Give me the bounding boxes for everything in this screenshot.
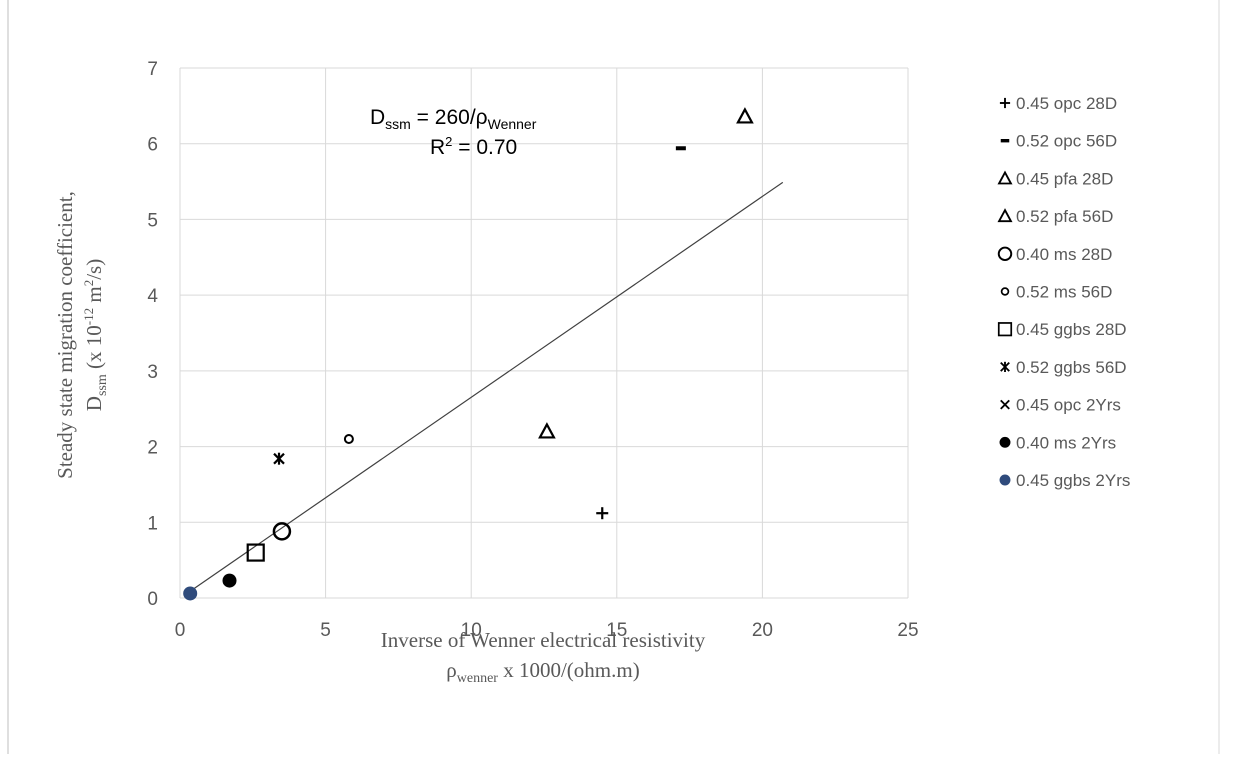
legend-marker-3 bbox=[997, 208, 1013, 223]
legend-label-1: 0.52 opc 56D bbox=[1016, 132, 1117, 151]
data-point-4-0 bbox=[272, 522, 292, 541]
data-point-5-0 bbox=[343, 434, 354, 444]
x-tick-label-1: 5 bbox=[320, 620, 331, 641]
legend-label-4: 0.40 ms 28D bbox=[1016, 245, 1112, 264]
x-tick-label-2: 10 bbox=[461, 620, 482, 641]
y-tick-label-1: 1 bbox=[147, 513, 158, 534]
legend-label-3: 0.52 pfa 56D bbox=[1016, 207, 1113, 226]
data-point-7-0 bbox=[273, 452, 285, 465]
legend-marker-1 bbox=[1000, 139, 1010, 143]
legend-marker-4 bbox=[997, 246, 1013, 262]
legend-marker-10 bbox=[999, 474, 1011, 486]
x-tick-label-0: 0 bbox=[175, 620, 186, 641]
trendline-equation: Dssm = 260/ρWenner bbox=[370, 106, 537, 132]
legend-label-0: 0.45 opc 28D bbox=[1016, 94, 1117, 113]
data-point-6-0 bbox=[246, 543, 265, 562]
legend-marker-6 bbox=[997, 322, 1013, 337]
y-tick-label-6: 6 bbox=[147, 135, 158, 156]
y-tick-label-4: 4 bbox=[147, 286, 158, 307]
data-point-1-0 bbox=[675, 146, 686, 151]
data-points bbox=[183, 107, 754, 601]
legend-marker-5 bbox=[1000, 287, 1010, 296]
legend-marker-0 bbox=[999, 97, 1011, 109]
legend-label-5: 0.52 ms 56D bbox=[1016, 283, 1112, 302]
data-point-10-0 bbox=[183, 586, 198, 601]
y-tick-label-7: 7 bbox=[147, 59, 158, 80]
legend-label-10: 0.45 ggbs 2Yrs bbox=[1016, 471, 1130, 490]
x-axis-title-line1: Inverse of Wenner electrical resistivity bbox=[381, 628, 706, 652]
legend-marker-7 bbox=[1000, 361, 1010, 372]
x-tick-label-5: 25 bbox=[897, 620, 918, 641]
y-tick-label-5: 5 bbox=[147, 210, 158, 231]
trendline bbox=[185, 181, 784, 595]
data-point-2-0 bbox=[736, 107, 754, 124]
legend-label-7: 0.52 ggbs 56D bbox=[1016, 358, 1127, 377]
legend-marker-2 bbox=[997, 170, 1013, 185]
x-axis-title-line2: ρwenner x 1000/(ohm.m) bbox=[446, 658, 639, 686]
trendline-group bbox=[185, 181, 784, 595]
legend-label-6: 0.45 ggbs 28D bbox=[1016, 320, 1127, 339]
legend-label-9: 0.40 ms 2Yrs bbox=[1016, 433, 1116, 452]
r-squared-label: R2 = 0.70 bbox=[430, 134, 517, 159]
y-axis-title-line2: Dssm (x 10-12 m2/s) bbox=[81, 259, 110, 411]
legend-marker-8 bbox=[1000, 399, 1010, 410]
data-point-9-0 bbox=[222, 573, 237, 588]
axes: 0 1 2 3 4 5 6 7 0 5 10 15 20 25 bbox=[147, 59, 918, 641]
legend-marker-9 bbox=[999, 436, 1011, 448]
y-tick-label-0: 0 bbox=[147, 589, 158, 610]
legend-label-8: 0.45 opc 2Yrs bbox=[1016, 396, 1121, 415]
x-tick-label-3: 15 bbox=[606, 620, 627, 641]
data-point-0-0 bbox=[596, 507, 609, 520]
data-point-3-0 bbox=[538, 422, 556, 439]
y-tick-label-2: 2 bbox=[147, 438, 158, 459]
x-tick-label-4: 20 bbox=[752, 620, 773, 641]
y-axis-title-line1: Steady state migration coefficient, bbox=[53, 191, 77, 479]
legend-label-2: 0.45 pfa 28D bbox=[1016, 169, 1113, 188]
gridlines bbox=[180, 67, 909, 598]
y-tick-label-3: 3 bbox=[147, 362, 158, 383]
legend: 0.45 opc 28D 0.52 opc 56D 0.45 pfa 28D 0.52… bbox=[997, 94, 1130, 490]
